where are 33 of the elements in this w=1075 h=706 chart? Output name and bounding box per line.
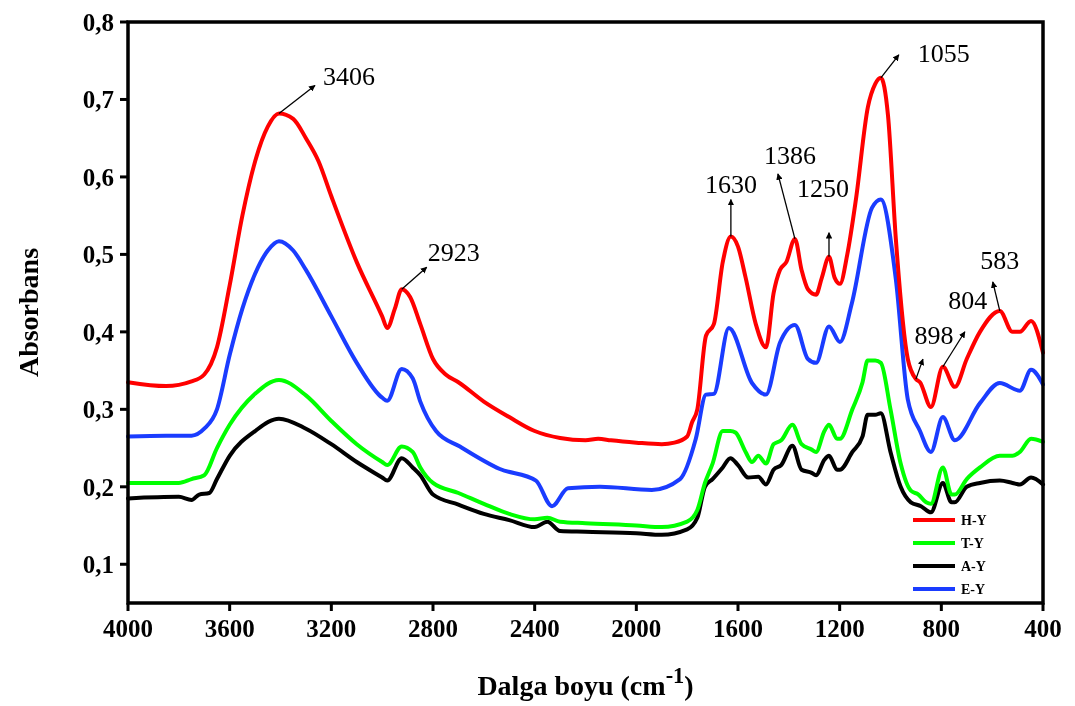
annotation: 583 <box>980 245 1020 275</box>
annotation: 1250 <box>796 173 849 203</box>
y-tick-label: 0,3 <box>82 396 114 424</box>
y-tick-label: 0,1 <box>82 551 114 579</box>
y-tick-label: 0,6 <box>82 163 114 191</box>
x-tick-label: 400 <box>1024 615 1062 642</box>
x-tick-label: 4000 <box>103 615 153 642</box>
y-tick-label: 0,8 <box>82 9 114 36</box>
y-tick-label: 0,5 <box>82 241 114 269</box>
x-tick-label: 1200 <box>814 615 865 642</box>
x-axis-title: Dalga boyu (cm$^{-1}$) <box>477 662 694 701</box>
y-tick-label: 0,4 <box>82 318 115 346</box>
legend-label: A-Y <box>961 559 986 574</box>
y-tick-label: 0,7 <box>82 86 114 114</box>
x-tick-label: 1600 <box>713 615 763 642</box>
x-tick-label: 2000 <box>611 615 662 642</box>
annotation: 2923 <box>427 238 480 268</box>
x-tick-label: 2800 <box>408 615 458 642</box>
legend-label: T-Y <box>961 536 984 551</box>
legend-label: H-Y <box>961 513 987 528</box>
x-tick-label: 2400 <box>509 615 560 642</box>
annotation: 3406 <box>322 62 375 92</box>
x-tick-label: 3200 <box>306 615 357 642</box>
x-tick-label: 3600 <box>204 615 255 642</box>
annotation: 1055 <box>917 38 970 68</box>
x-tick-label: 800 <box>922 615 961 642</box>
annotation: 1630 <box>704 169 757 199</box>
legend-label: E-Y <box>961 582 986 597</box>
annotation: 1386 <box>763 140 816 170</box>
annotation: 898 <box>914 321 954 351</box>
y-axis-title: Absorbans <box>13 247 44 378</box>
annotation: 804 <box>948 285 988 315</box>
y-tick-label: 0,2 <box>82 473 114 501</box>
